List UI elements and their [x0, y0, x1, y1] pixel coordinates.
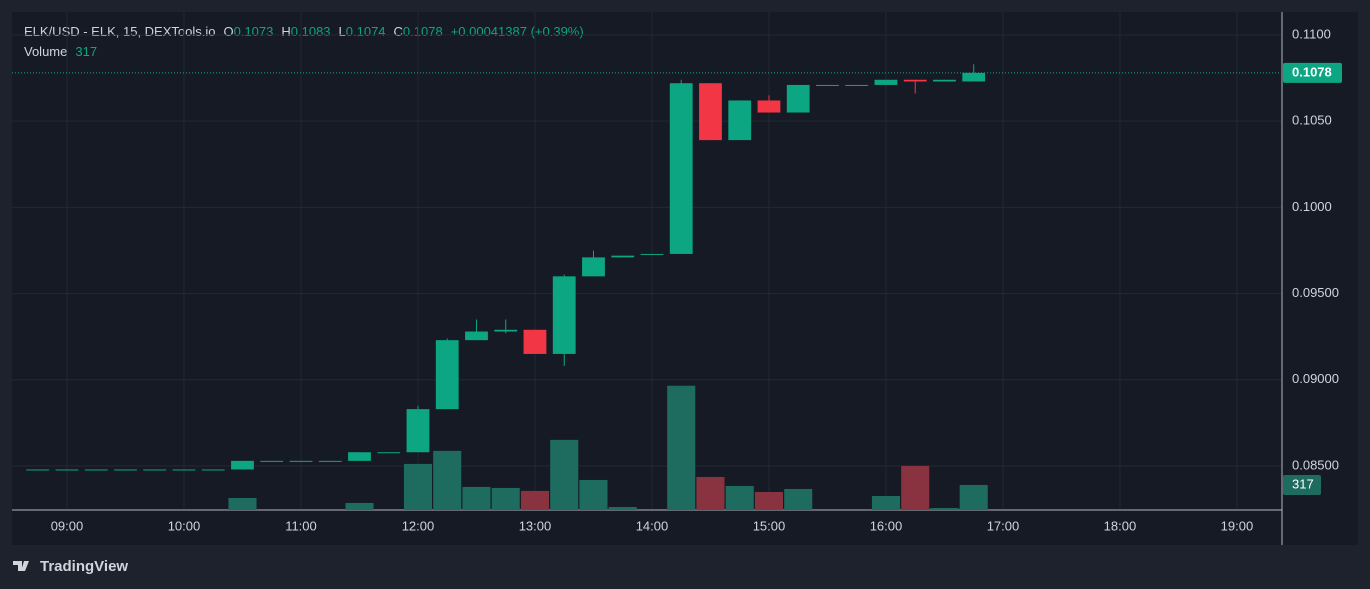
candle-body — [845, 84, 869, 86]
volume-bar — [491, 487, 520, 510]
x-tick-label: 16:00 — [870, 518, 903, 533]
volume-bar — [345, 502, 374, 510]
candle-body — [640, 253, 664, 255]
volume-bar — [871, 496, 901, 510]
candle-body — [289, 460, 313, 462]
candle-body — [172, 469, 196, 471]
legend-ohlc: ELK/USD - ELK, 15, DEXTools.io O0.1073 H0.… — [24, 24, 584, 39]
y-tick-label: 0.1000 — [1292, 199, 1332, 214]
candle-body — [231, 460, 254, 470]
volume-bar — [784, 488, 813, 510]
volume-bar — [520, 490, 550, 510]
candle-body — [465, 331, 488, 341]
x-tick-label: 17:00 — [987, 518, 1020, 533]
candle-body — [114, 469, 137, 471]
volume-bar — [228, 497, 257, 510]
candle-body — [669, 83, 693, 254]
c-label: C — [394, 24, 403, 39]
logo-icon — [13, 561, 29, 571]
volume-label: Volume — [24, 44, 67, 59]
h-label: H — [281, 24, 290, 39]
candle-body — [552, 276, 576, 354]
candle-body — [201, 469, 225, 471]
volume-bar — [754, 491, 784, 510]
y-tick-label: 0.1100 — [1292, 26, 1331, 41]
x-tick-label: 11:00 — [285, 518, 317, 533]
h-value: 0.1083 — [291, 24, 331, 39]
candle-body — [318, 460, 342, 462]
x-tick-label: 12:00 — [402, 518, 435, 533]
x-tick-label: 15:00 — [753, 518, 786, 533]
last-volume-label: 317 — [1292, 476, 1314, 491]
c-value: 0.1078 — [403, 24, 443, 39]
candle-body — [611, 255, 635, 258]
candle-body — [26, 469, 50, 471]
candle-body — [874, 79, 898, 85]
candle-body — [435, 340, 459, 410]
logo-text: TradingView — [40, 558, 128, 575]
o-value: 0.1073 — [234, 24, 274, 39]
candle-body — [143, 469, 167, 471]
last-volume-badge — [1283, 474, 1321, 495]
last-price-label: 0.1078 — [1292, 64, 1332, 79]
volume-bar — [608, 506, 637, 510]
candle-body — [728, 100, 752, 141]
candle-body — [757, 100, 781, 113]
volume-bar — [901, 465, 930, 510]
candle-body — [494, 329, 518, 332]
x-tick-label: 18:00 — [1104, 518, 1137, 533]
candle-body — [903, 79, 927, 82]
candle-body — [406, 409, 430, 453]
candle-body — [962, 72, 986, 82]
y-tick-label: 0.08500 — [1292, 457, 1339, 472]
x-tick-label: 19:00 — [1221, 518, 1254, 533]
o-label: O — [223, 24, 233, 39]
volume-bar — [930, 508, 959, 510]
candle-body — [260, 460, 284, 462]
volume-bar — [959, 484, 988, 510]
volume-bar — [433, 450, 462, 510]
x-tick-label: 09:00 — [51, 518, 84, 533]
candle-body — [55, 469, 79, 471]
candle-body — [816, 84, 839, 86]
x-tick-label: 14:00 — [636, 518, 669, 533]
x-tick-label: 13:00 — [519, 518, 552, 533]
l-label: L — [339, 24, 346, 39]
symbol: ELK/USD - ELK, 15, DEXTools.io — [24, 24, 215, 39]
volume-bar — [667, 385, 696, 510]
candle-body — [786, 84, 810, 113]
candle-body — [699, 83, 722, 141]
volume-bar — [550, 439, 579, 510]
y-tick-label: 0.09500 — [1292, 285, 1339, 300]
candle-body — [84, 469, 108, 471]
x-tick-label: 10:00 — [168, 518, 201, 533]
volume-bar — [579, 479, 608, 510]
candle-body — [348, 452, 371, 461]
volume-value: 317 — [75, 44, 97, 59]
last-price-badge — [1283, 62, 1342, 83]
y-tick-label: 0.09000 — [1292, 371, 1339, 386]
legend-volume: Volume 317 — [24, 44, 97, 59]
change: +0.00041387 (+0.39%) — [451, 24, 584, 39]
volume-bar — [696, 476, 725, 510]
volume-bar — [462, 486, 491, 510]
candle-body — [933, 79, 956, 82]
candle-body — [377, 452, 401, 454]
candle-body — [523, 329, 547, 354]
candle-body — [582, 257, 605, 277]
y-tick-label: 0.1050 — [1292, 113, 1332, 128]
volume-bar — [725, 485, 754, 510]
l-value: 0.1074 — [346, 24, 386, 39]
tradingview-logo: TradingView — [13, 558, 128, 575]
volume-bar — [403, 463, 433, 510]
